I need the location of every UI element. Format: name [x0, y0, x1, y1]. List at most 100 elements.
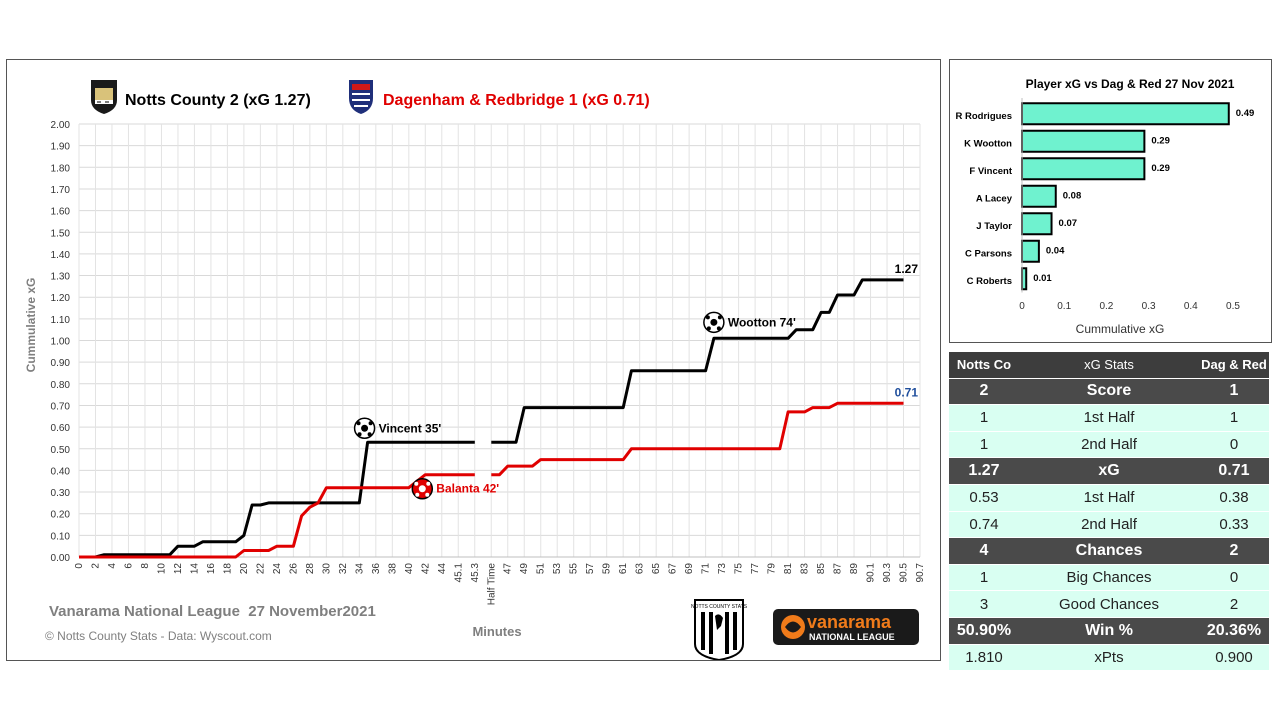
stats-header-center: xG Stats — [1019, 352, 1199, 379]
stats-cell-left: 1 — [949, 431, 1019, 459]
stats-cell-left: 4 — [949, 537, 1019, 565]
x-tick-label: 20 — [239, 563, 250, 575]
x-tick-label: 24 — [272, 563, 283, 575]
x-tick-label: Half Time — [486, 563, 497, 606]
dag-final-label: 0.71 — [895, 385, 919, 399]
stats-row: 0.53 1st Half 0.38 — [949, 484, 1269, 512]
goal-annotations: Vincent 35' Balanta 42' Wootton 74' — [353, 311, 796, 500]
football-icon — [703, 311, 725, 334]
y-tick-label: 1.50 — [51, 228, 71, 239]
x-axis-label: Minutes — [472, 624, 521, 639]
x-tick-label: 47 — [503, 563, 514, 575]
y-tick-label: 0.40 — [51, 466, 71, 477]
goal-annotation: Balanta 42' — [411, 477, 499, 500]
player-x-ticks: 0 0.1 0.2 0.3 0.4 0.5 — [1019, 301, 1240, 312]
x-tick-label: 65 — [651, 563, 662, 575]
goal-annotation-label: Vincent 35' — [379, 421, 442, 435]
stats-row: 0.74 2nd Half 0.33 — [949, 511, 1269, 539]
x-tick-label: 61 — [618, 563, 629, 575]
notts-stats-logo-text: NOTTS COUNTY STATS — [691, 604, 748, 610]
y-tick-label: 0.70 — [51, 401, 71, 412]
vanarama-text: vanarama — [807, 612, 892, 632]
chart-grid — [78, 123, 921, 558]
stats-cell-center: Win % — [1019, 617, 1199, 645]
stats-cell-center: xPts — [1019, 644, 1199, 672]
x-tick-label: 55 — [569, 563, 580, 575]
x-tick-label: 40 — [404, 563, 415, 575]
player-x-tick-label: 0.4 — [1184, 301, 1198, 312]
x-tick-label: 83 — [800, 563, 811, 575]
dag-title: Dagenham & Redbridge 1 (xG 0.71) — [383, 92, 650, 109]
player-xg-chart: Player xG vs Dag & Red 27 Nov 2021 R Rod… — [956, 77, 1255, 336]
y-tick-label: 0.30 — [51, 488, 71, 499]
xg-timeline-chart: Notts County 2 (xG 1.27) Dagenham & Redb… — [24, 80, 926, 662]
league-date-footer: Vanarama National League 27 November2021 — [49, 603, 376, 620]
stats-cell-right: 2 — [1199, 590, 1269, 618]
x-tick-label: 6 — [123, 563, 134, 569]
stats-cell-center: Chances — [1019, 537, 1199, 565]
stats-header-row: Notts Co xG Stats Dag & Red — [949, 352, 1269, 379]
x-tick-label: 34 — [354, 563, 365, 575]
stats-cell-center: 2nd Half — [1019, 431, 1199, 459]
stats-row: 1 Big Chances 0 — [949, 564, 1269, 592]
y-tick-label: 1.00 — [51, 337, 71, 348]
player-name-label: C Roberts — [967, 276, 1012, 287]
x-tick-label: 53 — [552, 563, 563, 575]
player-x-tick-label: 0.3 — [1142, 301, 1156, 312]
y-tick-label: 0.60 — [51, 423, 71, 434]
notts-xg-line — [491, 278, 904, 444]
x-tick-label: 69 — [684, 563, 695, 575]
y-tick-label: 0.00 — [51, 553, 71, 564]
stats-cell-right: 0.900 — [1199, 644, 1269, 672]
player-xg-value: 0.04 — [1046, 245, 1065, 256]
stats-cell-center: Good Chances — [1019, 590, 1199, 618]
y-tick-label: 1.10 — [51, 315, 71, 326]
x-tick-label: 75 — [734, 563, 745, 575]
player-x-tick-label: 0.5 — [1226, 301, 1240, 312]
x-tick-label: 90.1 — [866, 563, 877, 583]
stats-row: 1.810 xPts 0.900 — [949, 644, 1269, 672]
x-tick-label: 67 — [668, 563, 679, 575]
player-xg-value: 0.49 — [1236, 108, 1255, 119]
stats-row: 3 Good Chances 2 — [949, 590, 1269, 618]
x-tick-label: 12 — [173, 563, 184, 575]
x-tick-label: 8 — [140, 563, 151, 569]
x-tick-label: 87 — [833, 563, 844, 575]
stats-row: 1 1st Half 1 — [949, 404, 1269, 432]
xg-stats-table: Notts Co xG Stats Dag & Red 2 Score 1 1 1st … — [949, 352, 1269, 672]
stats-cell-right: 2 — [1199, 537, 1269, 565]
stats-cell-center: 1st Half — [1019, 484, 1199, 512]
stats-cell-center: Big Chances — [1019, 564, 1199, 592]
goal-annotation-label: Balanta 42' — [436, 482, 499, 496]
x-axis-ticks: 0 2 4 6 8 10 12 14 16 18 20 22 24 26 28 30 32 34 36 38 40 42 4… — [74, 563, 926, 606]
player-x-tick-label: 0 — [1019, 301, 1025, 312]
x-tick-label: 73 — [717, 563, 728, 575]
vanarama-national-league-logo: vanarama NATIONAL LEAGUE — [773, 609, 919, 645]
x-tick-label: 81 — [783, 563, 794, 575]
national-league-text: NATIONAL LEAGUE — [809, 632, 895, 642]
y-tick-label: 1.30 — [51, 272, 71, 283]
stats-cell-center: 1st Half — [1019, 404, 1199, 432]
player-xg-bar — [1021, 239, 1040, 263]
player-x-tick-label: 0.2 — [1099, 301, 1113, 312]
xg-lines: 1.27 0.71 — [79, 262, 919, 559]
player-xg-bar — [1021, 184, 1057, 208]
stats-cell-center: Score — [1019, 378, 1199, 406]
player-xg-value: 0.07 — [1059, 218, 1078, 229]
notts-county-crest-icon — [91, 80, 117, 114]
y-tick-label: 1.60 — [51, 207, 71, 218]
x-tick-label: 26 — [288, 563, 299, 575]
player-xg-bar — [1021, 102, 1230, 126]
stats-header-right: Dag & Red — [1199, 352, 1269, 379]
x-tick-label: 71 — [701, 563, 712, 575]
player-name-label: J Taylor — [976, 221, 1012, 232]
player-name-label: R Rodrigues — [956, 111, 1012, 122]
x-tick-label: 45.1 — [453, 563, 464, 583]
player-xg-bar — [1021, 267, 1028, 291]
stats-row: 1.27 xG 0.71 — [949, 457, 1269, 485]
football-icon — [353, 417, 376, 440]
x-tick-label: 90.7 — [915, 563, 926, 583]
x-tick-label: 16 — [206, 563, 217, 575]
player-xg-bar — [1021, 129, 1146, 153]
stats-cell-left: 2 — [949, 378, 1019, 406]
